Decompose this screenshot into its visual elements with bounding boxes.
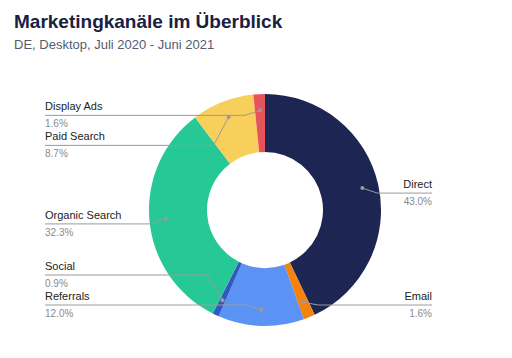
leader-dot (301, 300, 305, 304)
value-label: 0.9% (45, 278, 68, 289)
subtitle: DE, Desktop, Juli 2020 - Juni 2021 (14, 37, 214, 52)
leader-dot (360, 186, 364, 190)
slice (195, 95, 259, 164)
leader-dot (258, 108, 262, 112)
value-label: 1.6% (45, 118, 68, 129)
value-label: 43.0% (404, 196, 432, 207)
slices (149, 94, 381, 326)
leader-line (45, 305, 262, 310)
leader-line (303, 302, 432, 305)
category-label: Display Ads (45, 100, 103, 112)
leader-line (45, 275, 223, 300)
value-label: 8.7% (45, 148, 68, 159)
labels: Direct 43.0% Email 1.6% Referrals 12.0% Social… (45, 100, 432, 319)
category-label: Organic Search (45, 209, 121, 221)
category-label: Direct (403, 178, 432, 190)
leader-line (45, 117, 229, 145)
value-label: 12.0% (45, 308, 73, 319)
title: Marketingkanäle im Überblick (14, 11, 283, 32)
value-label: 1.6% (409, 308, 432, 319)
leader-dot (164, 217, 168, 221)
chart: Marketingkanäle im Überblick DE, Desktop,… (0, 0, 512, 358)
category-label: Email (404, 290, 432, 302)
slice (253, 94, 265, 152)
value-label: 32.3% (45, 227, 73, 238)
category-label: Referrals (45, 290, 90, 302)
category-label: Paid Search (45, 130, 105, 142)
category-label: Social (45, 260, 75, 272)
leader-dot (221, 298, 225, 302)
leader-dot (260, 308, 264, 312)
